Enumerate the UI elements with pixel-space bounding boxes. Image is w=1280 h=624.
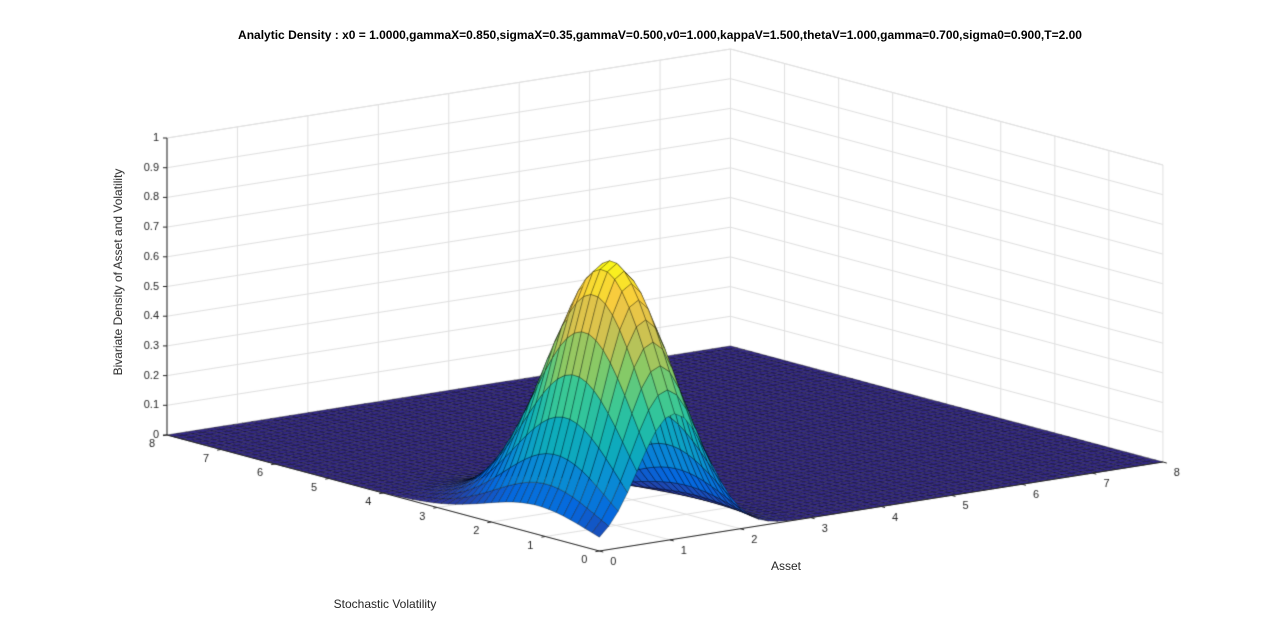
plot-title: Analytic Density : x0 = 1.0000,gammaX=0.… xyxy=(238,28,1082,42)
z-axis-label: Bivariate Density of Asset and Volatilit… xyxy=(111,168,125,376)
x-axis-label: Asset xyxy=(770,559,802,573)
y-axis-label: Stochastic Volatility xyxy=(333,597,437,611)
